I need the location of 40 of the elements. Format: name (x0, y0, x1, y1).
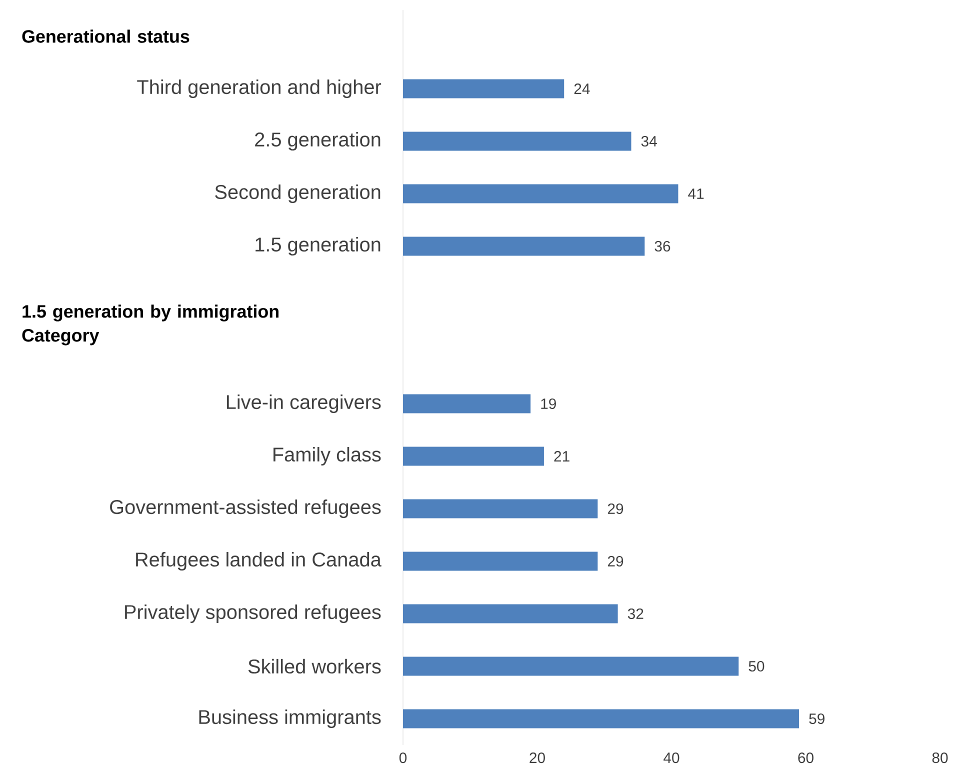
y-tick-label: 1.5 generation (256, 236, 380, 256)
y-tick-label: Live-in caregivers (226, 394, 381, 414)
y-tick-label: Family class (274, 446, 381, 466)
bar (403, 552, 598, 571)
text: 1.5 generation by immigration Category (22, 304, 278, 346)
bar (403, 132, 632, 151)
x-tick-label: 40 (664, 752, 680, 764)
x-tick-label: 20 (530, 752, 545, 764)
x-tick-label: 80 (932, 752, 948, 764)
bar (403, 709, 800, 728)
y-tick-label: Privately sponsored refugees (125, 604, 381, 624)
y-tick-label: Second generation (215, 184, 380, 204)
bar (403, 499, 598, 518)
data-label: 24 (574, 84, 590, 94)
y-tick-label: Government-assisted refugees (110, 499, 381, 518)
data-label: 36 (654, 240, 670, 252)
x-tick-label: 0 (399, 752, 407, 764)
bar (403, 236, 645, 256)
data-label: 21 (554, 451, 570, 462)
data-label: 59 (809, 713, 824, 724)
y-tick-label: Refugees landed in Canada (136, 552, 382, 571)
y-tick-label: Skilled workers (248, 658, 381, 674)
y-tick-label: Business immigrants (199, 709, 381, 728)
data-label: 29 (608, 556, 624, 567)
bar (403, 79, 564, 98)
data-label: 50 (748, 660, 764, 672)
bar (403, 446, 544, 466)
y-tick-label: 2.5 generation (255, 132, 380, 151)
data-label: 29 (608, 503, 624, 514)
data-label: 32 (628, 608, 644, 620)
y-tick-label: Third generation and higher (137, 79, 382, 98)
data-label: 34 (641, 136, 657, 147)
data-label: 41 (688, 188, 704, 199)
bar (403, 604, 618, 624)
data-label: 19 (541, 398, 556, 410)
bar (403, 184, 678, 204)
bar (403, 656, 739, 676)
bar (403, 394, 531, 414)
text: Generational status (22, 30, 190, 43)
x-tick-label: 60 (798, 752, 814, 764)
